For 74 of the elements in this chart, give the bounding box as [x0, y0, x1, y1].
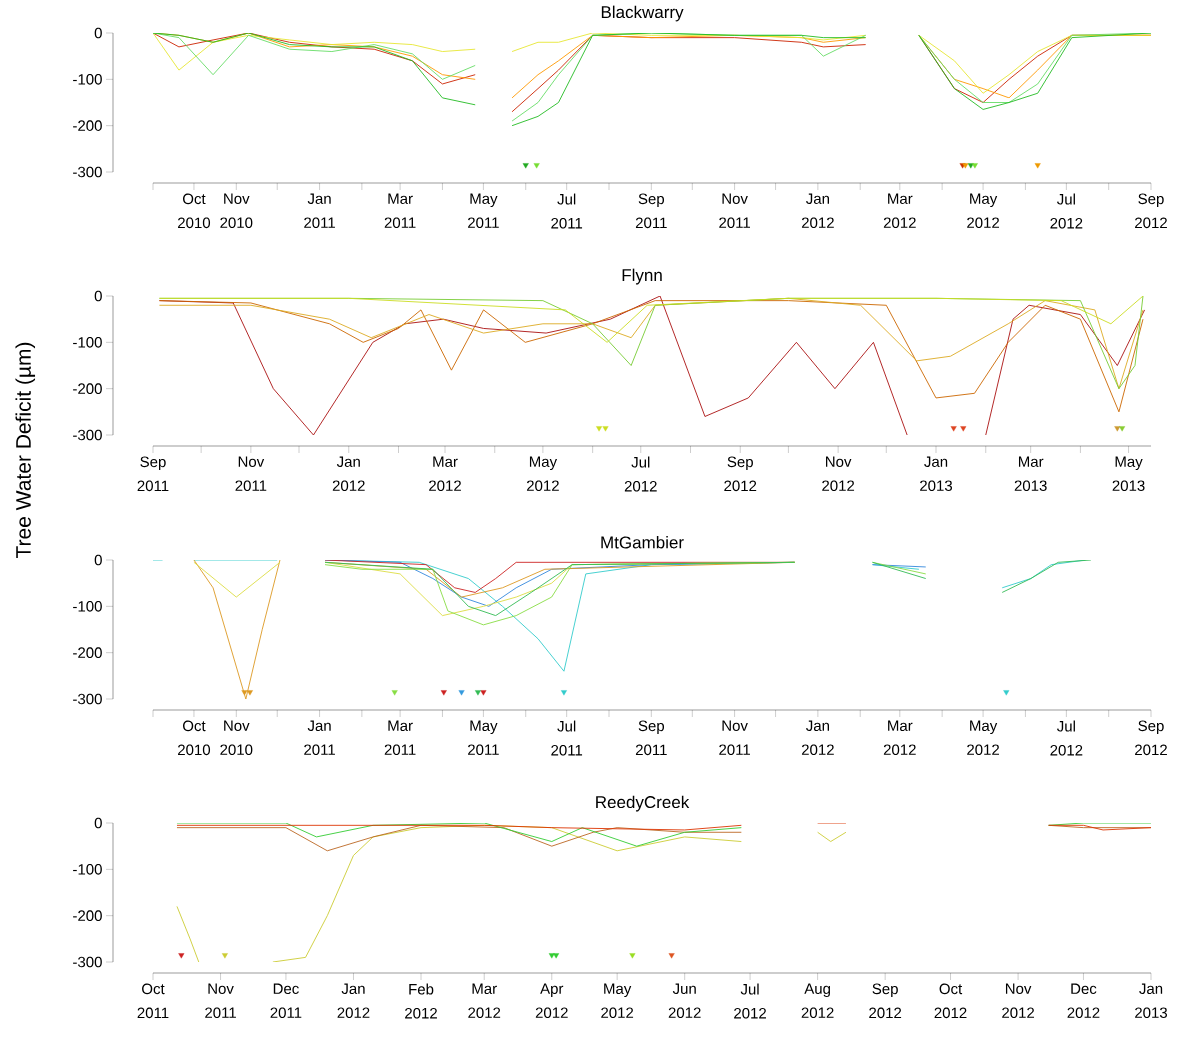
x-tick-label: Jan 2012 [332, 456, 365, 491]
x-tick-label: Nov 2011 [719, 720, 750, 755]
x-tick-label: Nov 2011 [235, 456, 267, 491]
y-tick-label: -100 [73, 74, 102, 85]
y-tick-label: -300 [73, 693, 102, 705]
x-tick-label: Apr 2012 [535, 983, 568, 1019]
x-tick-label: Jan 2011 [304, 720, 335, 755]
x-tick-label: Feb 2012 [405, 983, 437, 1019]
x-tick-label: Sep 2012 [869, 983, 902, 1019]
x-tick-label: Nov 2011 [719, 193, 750, 228]
y-axis-title: Tree Water Deficit (µm) [15, 342, 36, 559]
x-tick-label: Mar 2011 [384, 193, 416, 228]
chart-title: MtGambier [601, 536, 684, 549]
x-tick-label: Jul 2012 [1050, 720, 1083, 756]
x-tick-label: Sep 2012 [1135, 193, 1167, 229]
x-tick-label: Oct 2010 [178, 720, 211, 756]
y-tick-label: -300 [73, 429, 102, 441]
x-tick-label: May 2013 [1112, 456, 1145, 491]
x-tick-label: Sep 2011 [635, 193, 667, 229]
x-tick-label: Jul 2012 [1050, 193, 1083, 229]
x-tick-label: May 2012 [601, 983, 634, 1019]
x-tick-label: May 2012 [526, 456, 559, 491]
x-tick-label: May 2012 [967, 193, 1000, 228]
x-tick-label: Nov 2012 [822, 456, 855, 491]
x-tick-label: May 2011 [468, 193, 499, 228]
y-tick-label: -200 [73, 647, 102, 658]
x-tick-label: Sep 2012 [724, 456, 757, 492]
chart-title: ReedyCreek [596, 795, 690, 812]
x-tick-label: Jun 2012 [668, 983, 701, 1019]
x-tick-label: Nov 2012 [1002, 983, 1035, 1019]
x-tick-label: Mar 2012 [883, 720, 916, 755]
y-tick-label: -100 [73, 601, 102, 612]
y-tick-label: -200 [73, 120, 102, 131]
y-tick-label: -200 [73, 910, 102, 921]
y-tick-label: -100 [73, 337, 102, 348]
y-tick-label: -300 [73, 166, 102, 178]
x-tick-label: Oct 2012 [934, 983, 967, 1019]
x-tick-label: Jul 2011 [551, 720, 583, 756]
x-tick-label: Dec 2011 [270, 983, 302, 1019]
x-tick-label: Aug 2012 [801, 983, 834, 1019]
y-tick-label: -300 [73, 956, 102, 968]
x-tick-label: Oct 2010 [178, 193, 211, 229]
x-tick-label: Jan 2013 [920, 456, 953, 491]
y-tick-label: 0 [94, 554, 102, 566]
x-tick-label: Dec 2012 [1067, 983, 1100, 1019]
x-tick-label: Sep 2012 [1135, 720, 1167, 756]
x-tick-label: May 2012 [967, 720, 1000, 755]
x-tick-label: Mar 2012 [883, 193, 916, 228]
x-tick-label: Jan 2013 [1135, 983, 1168, 1019]
x-tick-label: Mar 2011 [384, 720, 416, 755]
x-tick-label: Jan 2012 [337, 983, 370, 1019]
x-tick-label: Jul 2012 [624, 456, 657, 492]
x-tick-label: Mar 2012 [429, 456, 461, 491]
chart-title: Blackwarry [601, 5, 684, 22]
x-tick-label: Mar 2012 [468, 983, 501, 1019]
x-tick-label: Sep 2011 [137, 456, 169, 492]
x-tick-label: Sep 2011 [635, 720, 667, 756]
x-tick-label: Jan 2011 [304, 193, 335, 228]
x-tick-label: Jul 2012 [734, 983, 766, 1019]
chart-title: Flynn [622, 268, 662, 285]
x-tick-label: Oct 2011 [137, 983, 169, 1019]
x-tick-label: Nov 2011 [205, 983, 236, 1019]
x-tick-label: Jul 2011 [551, 193, 583, 229]
y-tick-label: 0 [94, 27, 102, 39]
x-tick-label: May 2011 [468, 720, 499, 755]
x-tick-label: Nov 2010 [220, 720, 253, 755]
x-tick-label: Jan 2012 [801, 193, 834, 228]
y-tick-label: 0 [94, 290, 102, 302]
x-tick-label: Jan 2012 [801, 720, 834, 755]
y-tick-label: -200 [73, 383, 102, 394]
y-tick-label: 0 [94, 817, 102, 829]
y-tick-label: -100 [73, 864, 102, 875]
x-tick-label: Mar 2013 [1014, 456, 1047, 491]
x-tick-label: Nov 2010 [220, 193, 253, 228]
